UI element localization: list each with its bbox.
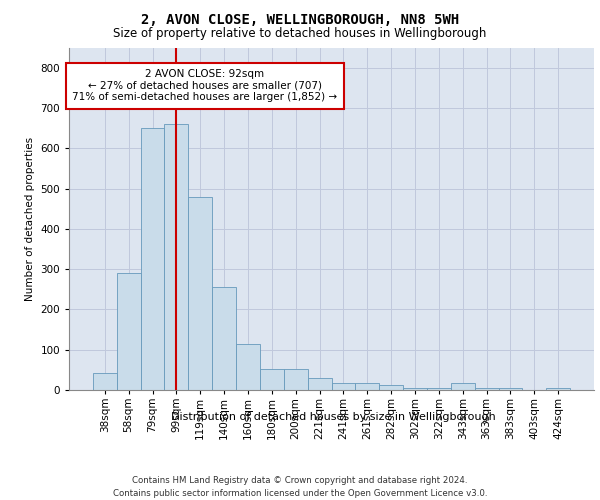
Bar (379, 385, 403, 390)
Bar (546, 388, 570, 390)
Bar (308, 378, 331, 390)
Text: Contains HM Land Registry data © Crown copyright and database right 2024.
Contai: Contains HM Land Registry data © Crown c… (113, 476, 487, 498)
Text: Size of property relative to detached houses in Wellingborough: Size of property relative to detached ho… (113, 28, 487, 40)
Bar (475, 388, 499, 390)
Text: 2 AVON CLOSE: 92sqm
← 27% of detached houses are smaller (707)
71% of semi-detac: 2 AVON CLOSE: 92sqm ← 27% of detached ho… (73, 69, 338, 102)
Bar (403, 388, 427, 390)
Bar (212, 287, 236, 390)
Bar (427, 388, 451, 390)
Bar (331, 382, 355, 390)
Bar (499, 388, 523, 390)
Bar (236, 344, 260, 390)
Text: Distribution of detached houses by size in Wellingborough: Distribution of detached houses by size … (170, 412, 496, 422)
Bar (117, 273, 140, 390)
Bar (140, 128, 164, 390)
Bar (284, 369, 308, 390)
Bar (451, 382, 475, 390)
Bar (164, 124, 188, 390)
Bar (260, 369, 284, 390)
Bar (188, 196, 212, 390)
Y-axis label: Number of detached properties: Number of detached properties (25, 136, 35, 301)
Text: 2, AVON CLOSE, WELLINGBOROUGH, NN8 5WH: 2, AVON CLOSE, WELLINGBOROUGH, NN8 5WH (141, 12, 459, 26)
Bar (93, 373, 117, 390)
Bar (355, 382, 379, 390)
